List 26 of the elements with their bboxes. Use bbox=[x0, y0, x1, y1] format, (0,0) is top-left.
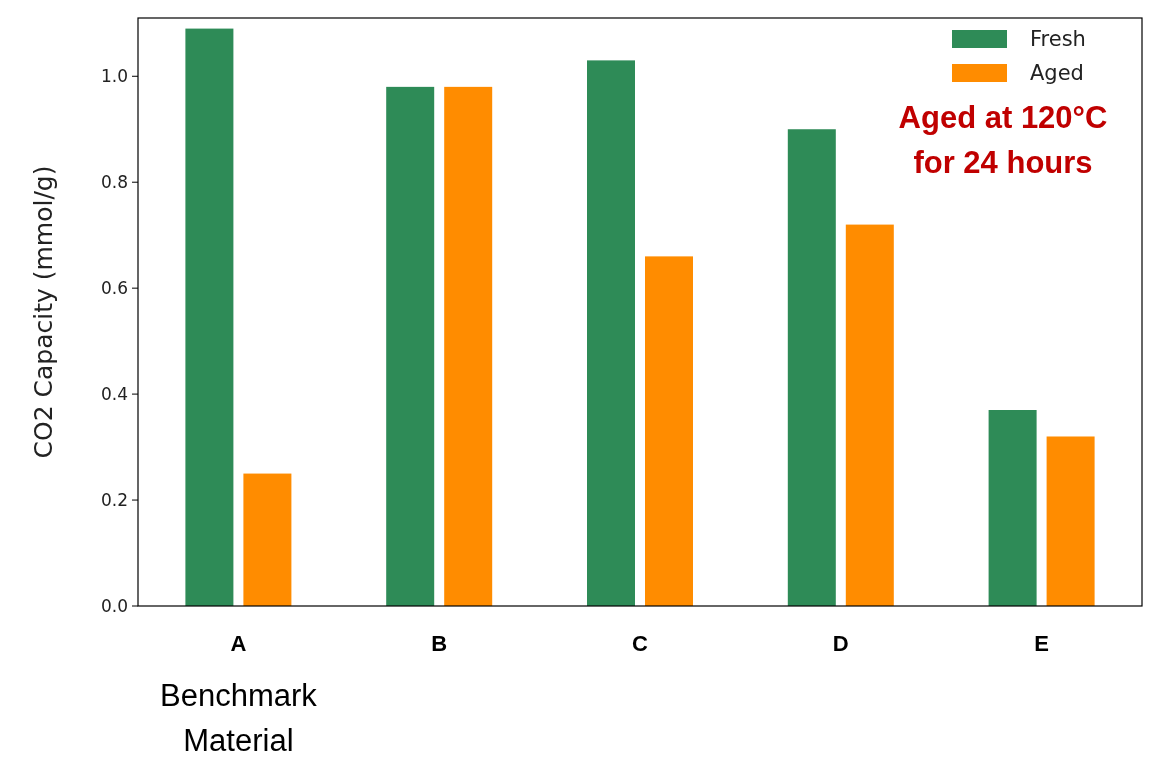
bar bbox=[988, 410, 1037, 606]
x-tick-label: A bbox=[230, 631, 247, 656]
x-tick-label: D bbox=[832, 631, 849, 656]
annotation: Aged at 120°C for 24 hours bbox=[898, 100, 1108, 180]
x-tick-label: E bbox=[1034, 631, 1049, 656]
y-tick-label: 0.2 bbox=[100, 490, 128, 510]
bar bbox=[645, 256, 693, 606]
bar bbox=[243, 473, 292, 606]
y-tick-label: 0.6 bbox=[100, 278, 128, 299]
bar bbox=[587, 60, 635, 606]
bar bbox=[787, 129, 836, 606]
y-axis-title: CO2 Capacity (mmol/g) bbox=[29, 165, 58, 459]
y-tick-label: 0.4 bbox=[100, 384, 128, 405]
bar bbox=[386, 86, 435, 606]
bar bbox=[845, 224, 894, 606]
bar bbox=[1046, 436, 1095, 606]
bar bbox=[444, 86, 493, 606]
y-tick-label: 1.0 bbox=[100, 66, 128, 87]
legend-label: Aged bbox=[1030, 61, 1084, 86]
y-tick-label: 0.0 bbox=[100, 595, 128, 616]
text: Benchmark Material bbox=[160, 678, 318, 758]
x-tick-label: B bbox=[431, 631, 448, 656]
x-tick-label: C bbox=[632, 631, 649, 656]
bar bbox=[185, 28, 234, 606]
y-tick-label: 0.8 bbox=[100, 172, 128, 193]
legend-label: Fresh bbox=[1030, 27, 1086, 52]
